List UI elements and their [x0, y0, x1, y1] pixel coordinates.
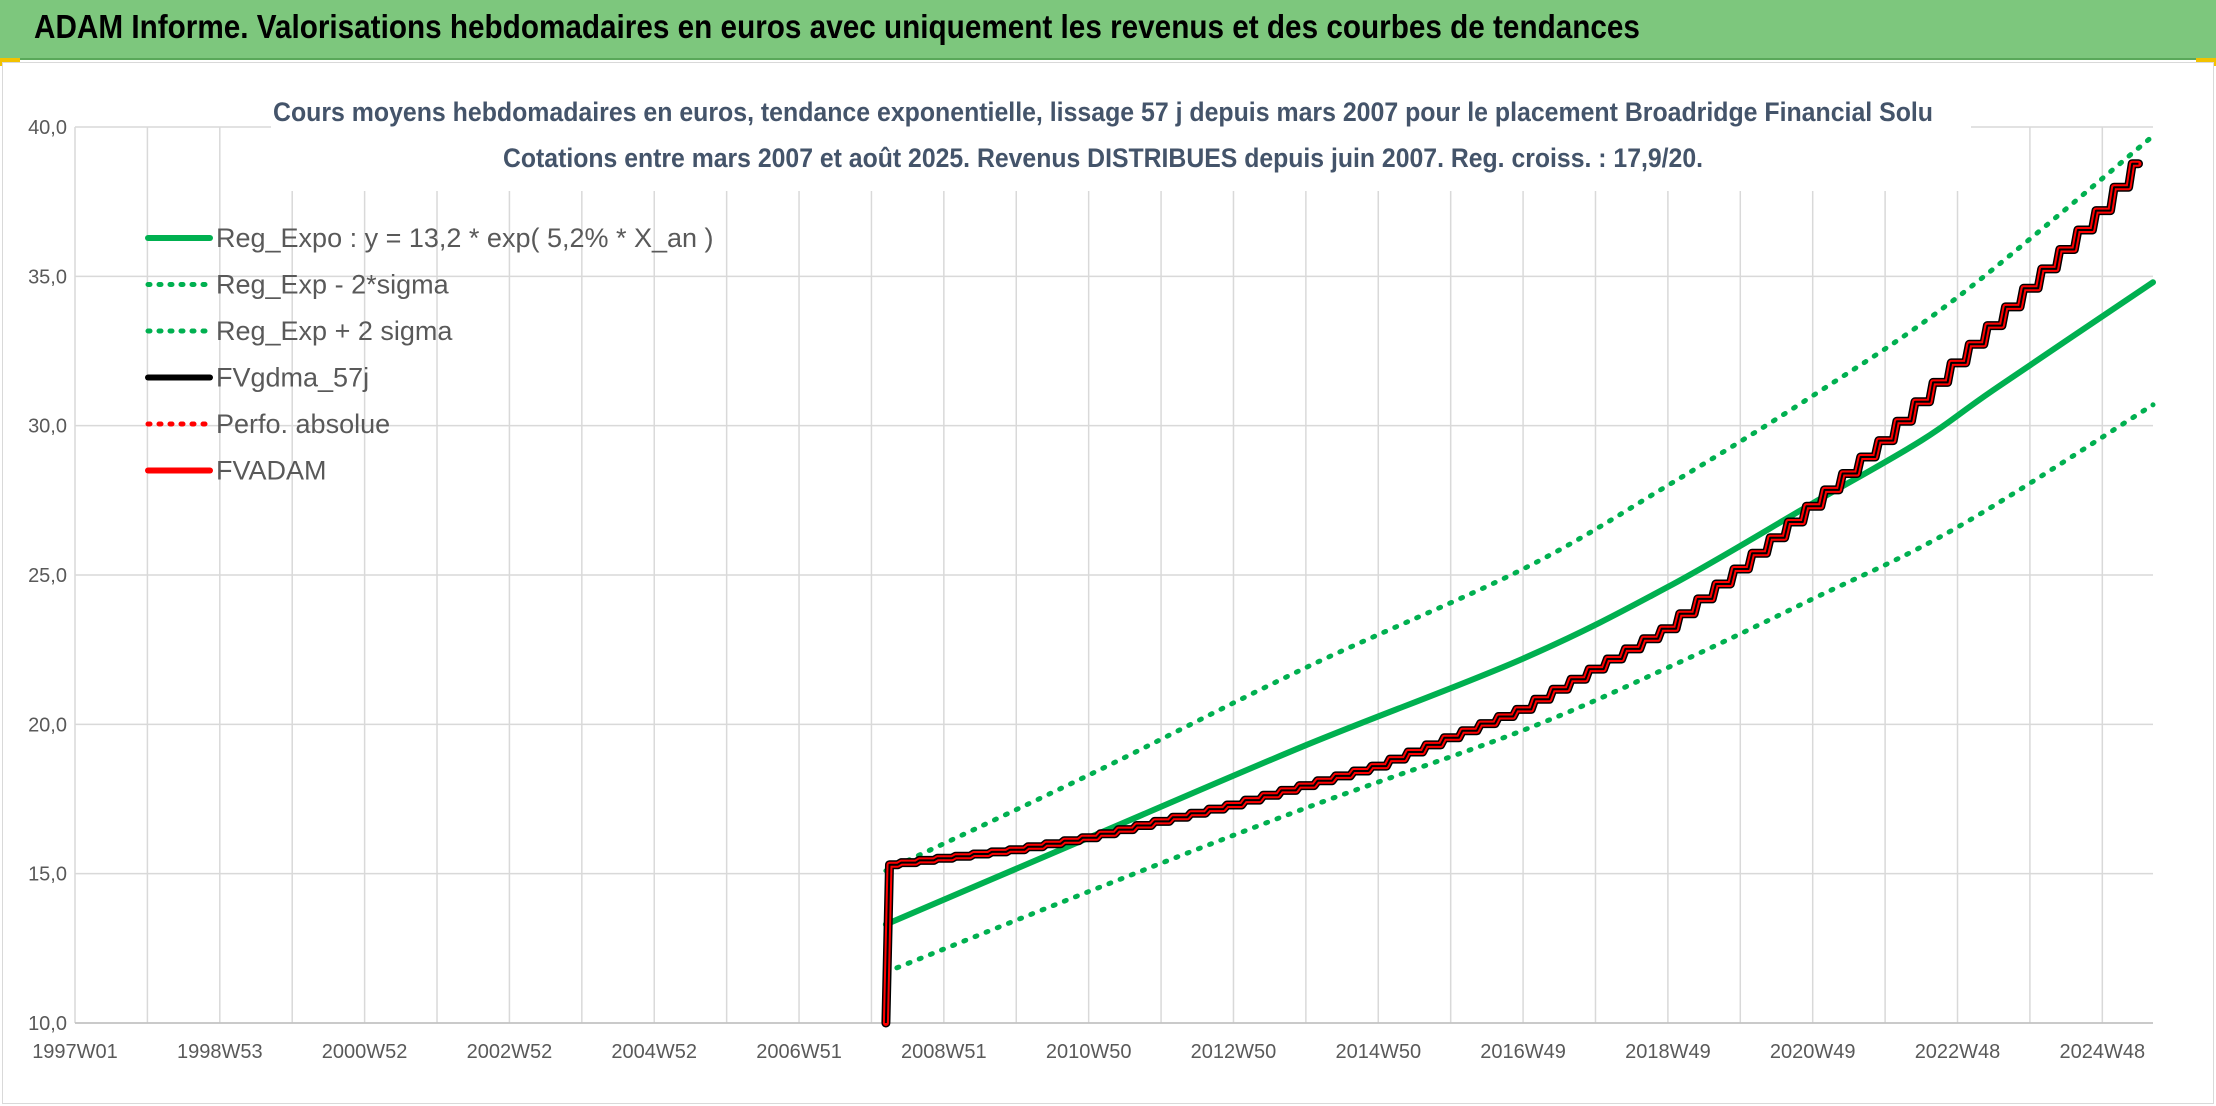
- series-line-3: [881, 159, 2143, 1028]
- x-tick-label: 2004W52: [611, 1041, 697, 1063]
- legend-label: FVgdma_57j: [216, 363, 369, 393]
- legend-label: Perfo. absolue: [216, 409, 390, 439]
- report-title: ADAM Informe. Valorisations hebdomadaire…: [34, 8, 1640, 45]
- axis-layer: 10,0 15,0 20,0 25,0 30,0 35,0 40,0 1997W01 1998W…: [28, 117, 2153, 1063]
- series-line-1: [883, 402, 2156, 975]
- legend-label: Reg_Expo : y = 13,2 * exp( 5,2% * X_an ): [216, 223, 714, 253]
- legend-label: Reg_Exp + 2 sigma: [216, 316, 453, 346]
- chart-subtitle: Cotations entre mars 2007 et août 2025. …: [503, 143, 1703, 173]
- x-tick-label: 1997W01: [32, 1041, 118, 1063]
- series-line-2: [883, 133, 2156, 874]
- x-tick-label: 2002W52: [467, 1041, 553, 1063]
- series-line-5: [882, 160, 2142, 1026]
- y-tick-label: 40,0: [28, 117, 67, 139]
- y-tick-label: 35,0: [28, 266, 67, 288]
- legend-label: FVADAM: [216, 456, 327, 486]
- series-line-fvgdma-overlay: [884, 162, 2139, 1024]
- x-tick-label: 2020W49: [1770, 1041, 1856, 1063]
- y-tick-label: 15,0: [28, 864, 67, 886]
- x-tick-label: 2010W50: [1046, 1041, 1132, 1063]
- title-background: [271, 91, 1971, 191]
- chart-area: 10,0 15,0 20,0 25,0 30,0 35,0 40,0 1997W01 1998W…: [2, 62, 2214, 1104]
- series-line-0: [882, 279, 2156, 928]
- x-tick-label: 2016W49: [1480, 1041, 1566, 1063]
- line-chart: 10,0 15,0 20,0 25,0 30,0 35,0 40,0 1997W01 1998W…: [28, 91, 2156, 1063]
- y-tick-label: 30,0: [28, 416, 67, 438]
- x-tick-label: 2024W48: [2060, 1041, 2146, 1063]
- chart-title: Cours moyens hebdomadaires en euros, ten…: [273, 97, 1933, 127]
- x-tick-label: 2006W51: [756, 1041, 842, 1063]
- x-tick-label: 2012W50: [1191, 1041, 1277, 1063]
- y-tick-label: 25,0: [28, 565, 67, 587]
- legend: Reg_Expo : y = 13,2 * exp( 5,2% * X_an )…: [145, 223, 714, 486]
- x-tick-label: 2014W50: [1335, 1041, 1421, 1063]
- x-tick-label: 2000W52: [322, 1041, 408, 1063]
- y-tick-label: 10,0: [28, 1013, 67, 1035]
- report-banner: ADAM Informe. Valorisations hebdomadaire…: [0, 0, 2216, 60]
- x-tick-label: 2022W48: [1915, 1041, 2001, 1063]
- series-layer: [881, 133, 2156, 1028]
- y-tick-label: 20,0: [28, 714, 67, 736]
- grid-layer: [74, 126, 2153, 1024]
- x-tick-label: 2008W51: [901, 1041, 987, 1063]
- legend-label: Reg_Exp - 2*sigma: [216, 270, 450, 300]
- x-tick-label: 2018W49: [1625, 1041, 1711, 1063]
- x-tick-label: 1998W53: [177, 1041, 263, 1063]
